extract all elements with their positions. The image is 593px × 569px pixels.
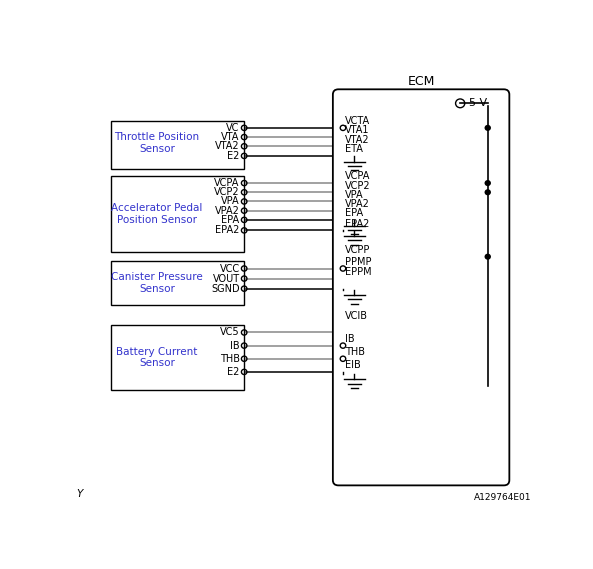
- Bar: [111, 261, 244, 305]
- Text: EPPM: EPPM: [345, 267, 372, 277]
- Text: VPA2: VPA2: [215, 205, 240, 216]
- Circle shape: [484, 180, 491, 186]
- Text: IB: IB: [230, 341, 240, 351]
- Text: VCP2: VCP2: [345, 180, 371, 191]
- Text: Throttle Position
Sensor: Throttle Position Sensor: [114, 132, 199, 154]
- Text: 5 V: 5 V: [470, 98, 487, 108]
- Circle shape: [484, 254, 491, 259]
- Text: SGND: SGND: [211, 284, 240, 294]
- Text: VCIB: VCIB: [345, 311, 368, 321]
- Text: VC: VC: [226, 123, 240, 133]
- Circle shape: [484, 189, 491, 195]
- Text: ECM: ECM: [407, 75, 435, 88]
- Text: VCP2: VCP2: [214, 187, 240, 197]
- Text: VCPA: VCPA: [345, 171, 371, 182]
- Text: THB: THB: [219, 354, 240, 364]
- Text: PPMP: PPMP: [345, 257, 372, 267]
- Text: VTA2: VTA2: [215, 141, 240, 151]
- Text: VCC: VCC: [219, 263, 240, 274]
- FancyBboxPatch shape: [333, 89, 509, 485]
- Text: EPA: EPA: [221, 215, 240, 225]
- Text: VPA: VPA: [221, 196, 240, 207]
- Text: THB: THB: [345, 347, 365, 357]
- Text: EIB: EIB: [345, 360, 361, 370]
- Circle shape: [484, 125, 491, 131]
- Text: VC5: VC5: [220, 328, 240, 337]
- Bar: [111, 324, 244, 390]
- Text: VPA2: VPA2: [345, 199, 370, 209]
- Text: EPA2: EPA2: [345, 218, 369, 229]
- Text: VTA: VTA: [221, 132, 240, 142]
- Text: VTA1: VTA1: [345, 125, 370, 135]
- Text: IB: IB: [345, 334, 355, 344]
- Text: E2: E2: [227, 151, 240, 161]
- Bar: [111, 176, 244, 252]
- Text: Battery Current
Sensor: Battery Current Sensor: [116, 347, 197, 368]
- Text: VCPA: VCPA: [214, 178, 240, 188]
- Text: Accelerator Pedal
Position Sensor: Accelerator Pedal Position Sensor: [111, 203, 203, 225]
- Text: EPA: EPA: [345, 208, 364, 218]
- Text: E2: E2: [227, 367, 240, 377]
- Text: A129764E01: A129764E01: [474, 493, 531, 502]
- Text: VTA2: VTA2: [345, 134, 370, 145]
- Text: EPA2: EPA2: [215, 225, 240, 236]
- Text: VPA: VPA: [345, 189, 364, 200]
- Bar: [111, 121, 244, 169]
- Text: ETA: ETA: [345, 144, 363, 154]
- Text: Canister Pressure
Sensor: Canister Pressure Sensor: [111, 272, 203, 294]
- Text: Y: Y: [76, 489, 83, 498]
- Text: VOUT: VOUT: [212, 274, 240, 283]
- Text: VCTA: VCTA: [345, 116, 371, 126]
- Text: VCPP: VCPP: [345, 245, 371, 255]
